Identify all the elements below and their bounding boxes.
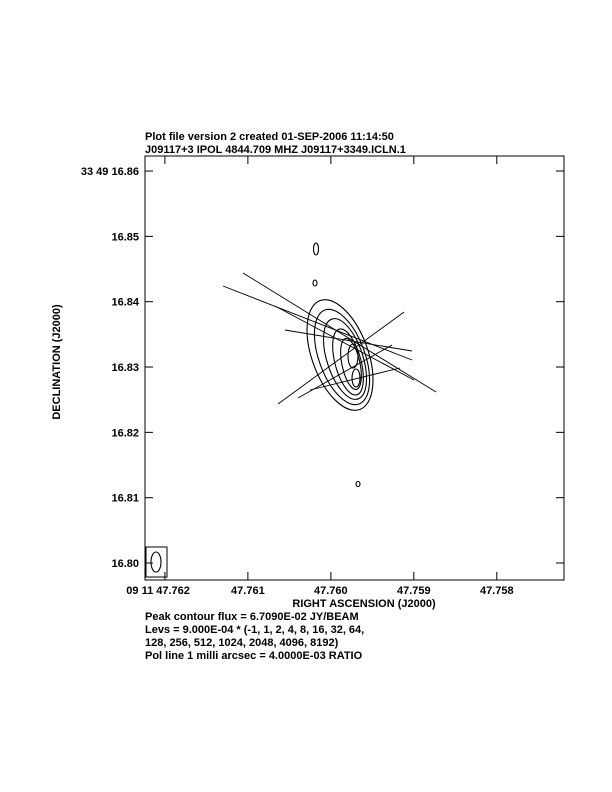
chart-title: Plot file version 2 created 01-SEP-2006 … (145, 131, 394, 143)
x-tick-label: 47.758 (480, 585, 514, 597)
annotation: Levs = 9.000E-04 * (-1, 1, 2, 4, 8, 16, … (145, 624, 364, 636)
beam-box (145, 546, 168, 578)
pol-vector (222, 285, 413, 361)
pol-vector (297, 344, 393, 399)
annotation: Pol line 1 milli arcsec = 4.0000E-03 RAT… (145, 650, 363, 662)
y-tick-label: 16.80 (111, 558, 139, 570)
y-tick-label: 16.82 (111, 427, 139, 439)
contour (312, 242, 320, 256)
chart-subtitle: J09117+3 IPOL 4844.709 MHZ J09117+3349.I… (145, 144, 406, 156)
x-tick-label: 09 11 47.762 (126, 585, 190, 597)
pol-vector (274, 305, 415, 381)
contour (347, 343, 359, 369)
contour (355, 480, 361, 488)
annotation: Peak contour flux = 6.7090E-02 JY/BEAM (145, 611, 359, 623)
pol-vector (284, 329, 413, 352)
contours (306, 242, 374, 488)
x-tick-label: 47.761 (231, 585, 265, 597)
contour (322, 318, 368, 400)
x-tick-label: 47.759 (397, 585, 431, 597)
x-axis-label: RIGHT ASCENSION (J2000) (292, 598, 436, 610)
annotation: 128, 256, 512, 1024, 2048, 4096, 8192) (145, 637, 339, 649)
x-tick-label: 47.760 (314, 585, 348, 597)
y-tick-label: 33 49 16.86 (81, 166, 139, 178)
pol-vector (309, 367, 401, 391)
pol-vector (242, 272, 437, 393)
contour (306, 299, 374, 411)
pol-vector (277, 311, 405, 405)
y-tick-label: 16.85 (111, 231, 139, 243)
beam (150, 551, 162, 573)
contour (313, 308, 371, 406)
plot-frame (144, 155, 565, 581)
y-tick-label: 16.81 (111, 493, 139, 505)
contour (312, 279, 318, 287)
pol-vectors (222, 272, 437, 405)
contour (332, 328, 364, 396)
y-axis-label: DECLINATION (J2000) (51, 304, 63, 420)
y-tick-label: 16.84 (111, 297, 139, 309)
y-tick-label: 16.83 (111, 362, 139, 374)
contour (340, 337, 362, 391)
